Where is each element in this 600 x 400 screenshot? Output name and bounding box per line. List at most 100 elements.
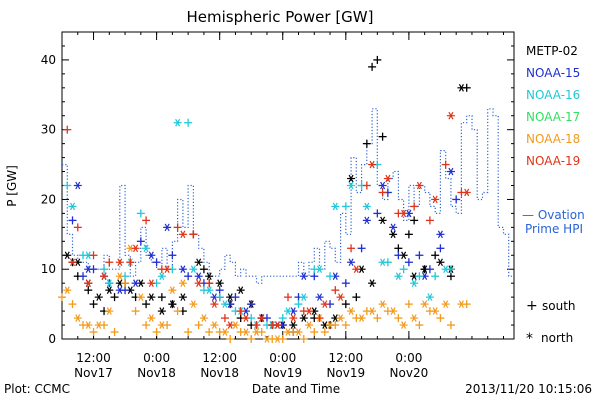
south-marker: [100, 265, 109, 274]
x-tick-time-label: 12:00: [76, 351, 111, 365]
north-marker: [320, 300, 329, 308]
north-marker: [194, 258, 203, 267]
north-marker: [168, 286, 177, 294]
south-marker: [431, 251, 440, 260]
y-axis-ticks: 0 10 20 30 40: [41, 31, 514, 346]
south-marker: [394, 244, 403, 253]
north-marker: [399, 209, 408, 218]
north-marker: [336, 293, 345, 301]
south-marker: [89, 251, 98, 260]
north-marker: [284, 328, 292, 336]
north-marker: [105, 286, 114, 294]
north-marker: [157, 307, 166, 315]
south-marker: [341, 321, 350, 330]
x-tick-date-label: Nov19: [263, 366, 302, 380]
south-marker: [404, 258, 413, 267]
x-axis-ticks: 12:00Nov170:00Nov1812:00Nov180:00Nov1912…: [61, 32, 504, 380]
south-marker: [368, 62, 377, 71]
north-marker: [299, 293, 308, 301]
south-marker: [73, 223, 82, 232]
south-marker: [278, 314, 287, 323]
south-marker: [404, 300, 413, 309]
south-marker: [362, 181, 371, 190]
north-marker: [84, 321, 93, 329]
north-marker: [220, 300, 229, 308]
north-marker: [178, 293, 187, 301]
north-marker: [410, 279, 419, 287]
y-tick-label: 20: [41, 192, 56, 206]
north-marker: [142, 244, 151, 253]
satellite-markers: [58, 55, 471, 343]
south-marker: [252, 321, 261, 330]
north-marker: [273, 321, 282, 329]
south-marker: [431, 272, 440, 281]
south-marker: [362, 139, 371, 148]
north-marker: [315, 293, 324, 301]
north-marker: [178, 279, 187, 287]
symbol-legend-south: + south: [526, 298, 576, 314]
north-marker: [441, 300, 450, 308]
north-marker: [189, 300, 198, 308]
south-marker: [446, 272, 455, 281]
north-marker: [73, 314, 82, 322]
north-marker: [236, 286, 245, 294]
legend-item-metp-02: METP-02: [526, 44, 578, 58]
north-marker: [131, 244, 140, 253]
ovation-hpi-series: [62, 108, 514, 284]
north-marker: [94, 293, 103, 301]
south-marker: [63, 181, 72, 190]
south-marker: [315, 314, 324, 323]
south-marker: [215, 293, 224, 302]
north-marker: [94, 321, 103, 329]
north-marker: [415, 181, 424, 190]
north-marker: [215, 279, 224, 287]
south-marker: [331, 286, 340, 295]
north-marker: [347, 181, 356, 190]
south-marker: [68, 216, 77, 225]
north-marker: [284, 307, 292, 315]
north-marker: [63, 286, 72, 294]
north-marker: [115, 286, 124, 294]
north-marker: [178, 265, 187, 274]
x-tick-date-label: Nov17: [74, 366, 113, 380]
timestamp: 2013/11/20 10:15:06: [465, 382, 592, 396]
north-marker: [115, 272, 124, 281]
north-marker: [147, 314, 156, 322]
south-marker: [152, 258, 161, 267]
north-marker: [446, 111, 455, 120]
south-marker: [84, 286, 93, 295]
north-marker: [315, 265, 324, 274]
north-marker: [331, 202, 340, 211]
x-tick-date-label: Nov18: [137, 366, 176, 380]
north-marker: [389, 230, 398, 239]
north-marker: [105, 279, 114, 287]
south-marker: [404, 230, 413, 239]
symbol-legend-south-symbol: +: [526, 298, 538, 314]
south-marker: [110, 293, 119, 302]
south-marker: [373, 314, 382, 323]
north-marker: [383, 174, 392, 183]
south-marker: [136, 209, 145, 218]
north-marker: [378, 300, 387, 308]
north-marker: [84, 279, 93, 287]
south-marker: [341, 279, 350, 288]
north-marker: [157, 321, 166, 329]
north-marker: [163, 265, 172, 274]
x-tick-date-label: Nov18: [200, 366, 239, 380]
north-marker: [357, 314, 366, 322]
north-marker: [462, 188, 471, 197]
south-marker: [184, 118, 193, 127]
south-marker: [373, 55, 382, 64]
north-marker: [289, 314, 298, 322]
north-marker: [100, 272, 109, 281]
north-marker: [273, 335, 282, 343]
symbol-legend-north-label: north: [541, 331, 573, 345]
north-marker: [399, 321, 408, 329]
south-marker: [399, 265, 408, 274]
symbol-legend-north: * north: [526, 331, 573, 347]
north-marker: [105, 307, 114, 315]
north-marker: [73, 181, 82, 190]
y-axis-label: P [GW]: [5, 165, 19, 207]
north-marker: [241, 314, 250, 322]
